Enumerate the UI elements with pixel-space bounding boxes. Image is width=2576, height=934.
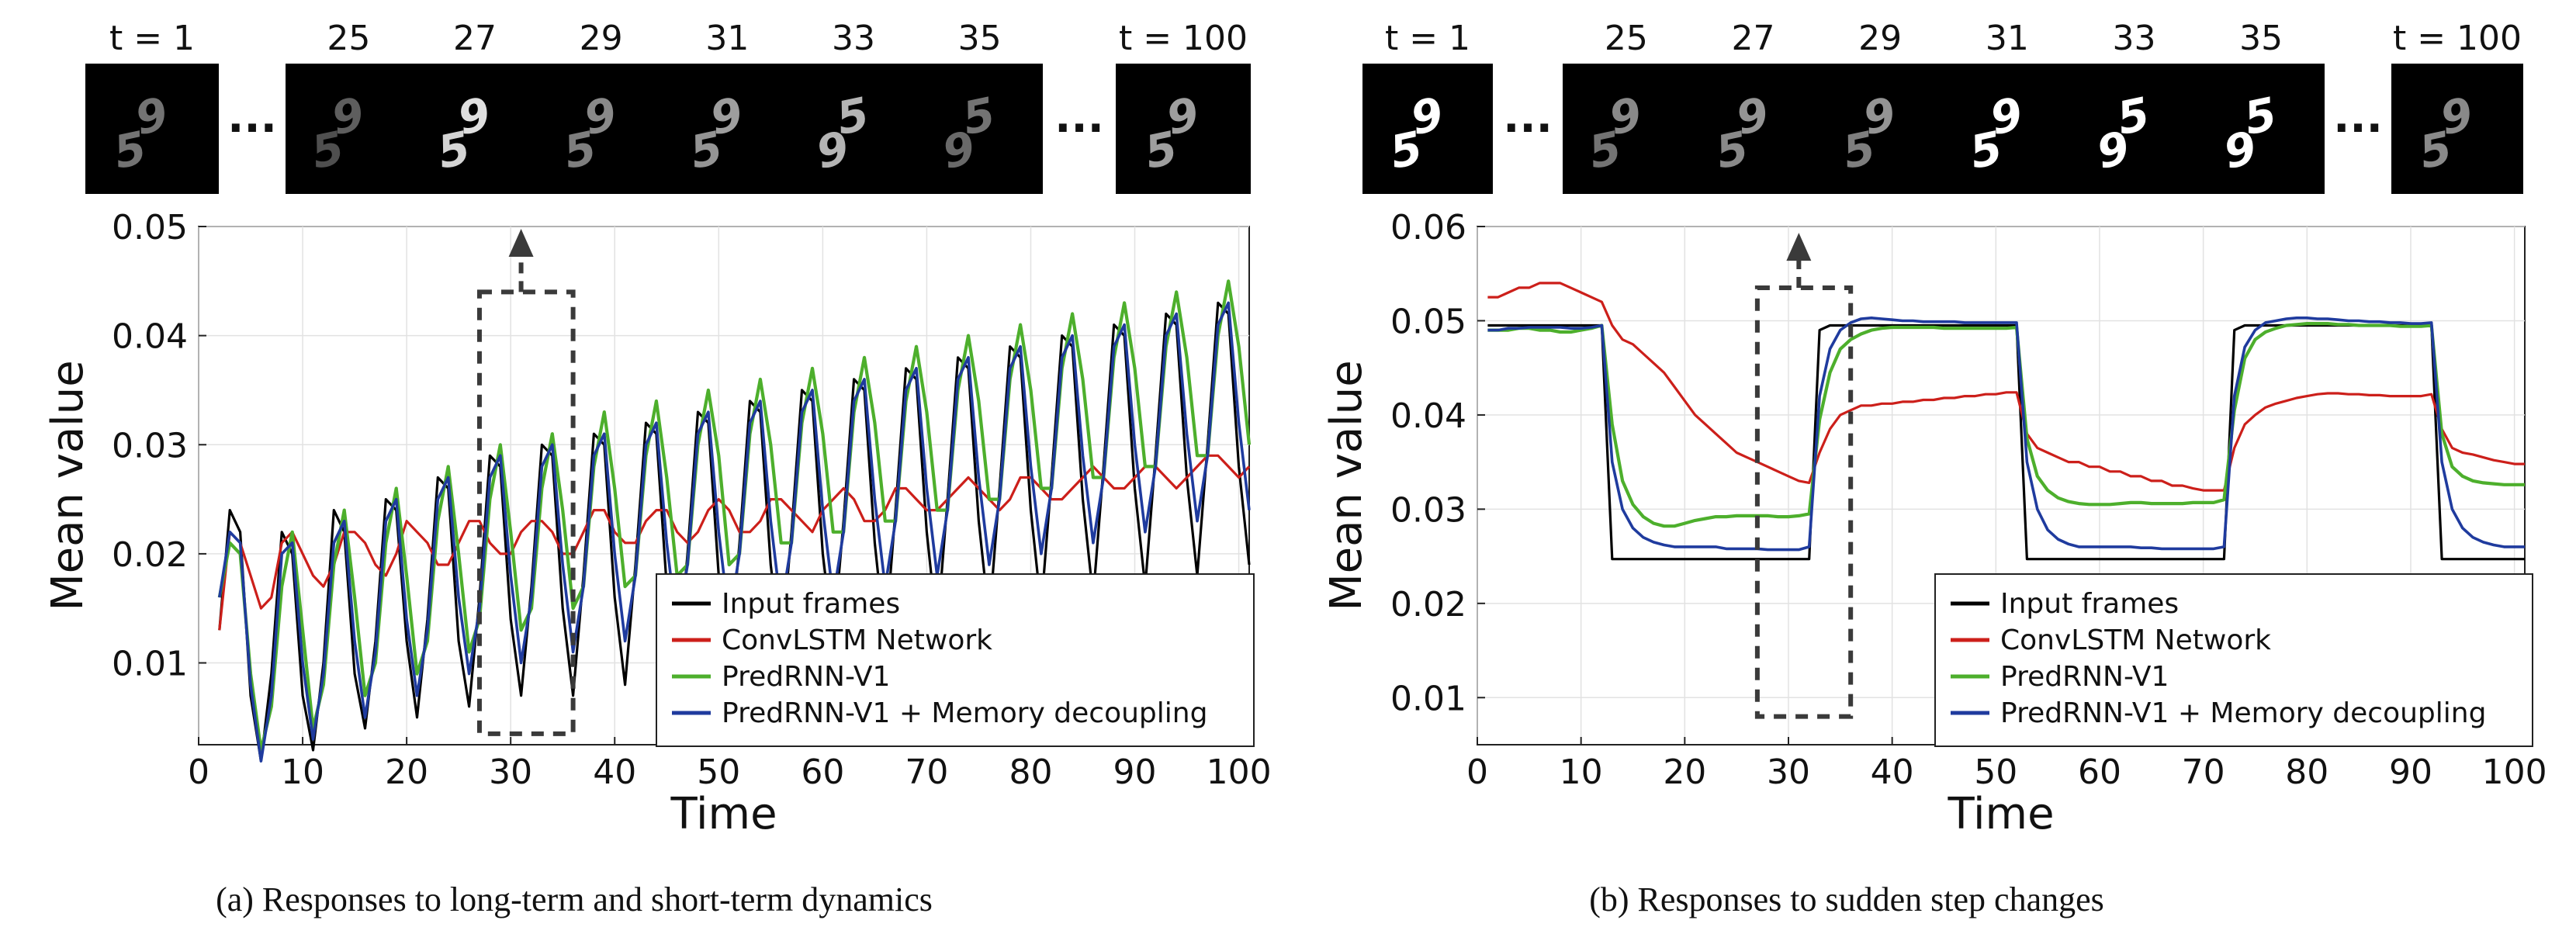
frame-label: 33 — [2113, 19, 2156, 58]
x-tick-label: 40 — [593, 752, 636, 792]
series-line-2 — [1487, 322, 2525, 528]
y-tick-label: 0.05 — [112, 208, 188, 247]
frame-label: 27 — [453, 19, 497, 58]
legend-label: PredRNN-V1 — [2000, 661, 2169, 693]
legend-label: ConvLSTM Network — [722, 624, 992, 656]
legend-label: ConvLSTM Network — [2000, 624, 2271, 656]
ellipsis: ··· — [2333, 103, 2383, 154]
x-tick-label: 20 — [1663, 752, 1706, 792]
frame-label: 25 — [1605, 19, 1648, 58]
series-line-1 — [1487, 282, 2525, 492]
frame-label: 31 — [705, 19, 749, 58]
y-tick-label: 0.01 — [112, 645, 188, 684]
ellipsis: ··· — [1054, 103, 1104, 154]
frame-label: 33 — [832, 19, 875, 58]
caption-a: (a) Responses to long-term and short-ter… — [216, 880, 933, 918]
series-line-2 — [217, 279, 1252, 752]
ellipsis: ··· — [1503, 103, 1553, 154]
frame-label: 35 — [2239, 19, 2283, 58]
x-axis-label: Time — [1947, 789, 2054, 839]
frame-label: 29 — [580, 19, 623, 58]
y-axis-label: Mean value — [1321, 360, 1372, 611]
frame-t1 — [1362, 64, 1493, 194]
ellipsis: ··· — [227, 103, 277, 154]
x-tick-label: 100 — [1207, 752, 1272, 792]
x-tick-label: 10 — [1560, 752, 1603, 792]
frame-label-first: t = 1 — [109, 19, 195, 58]
y-tick-label: 0.05 — [1390, 302, 1466, 341]
x-tick-label: 0 — [188, 752, 209, 792]
y-tick-label: 0.02 — [112, 535, 188, 575]
annotation-arrow-head — [508, 229, 534, 258]
x-tick-label: 50 — [697, 752, 740, 792]
annotation-arrow-head — [1786, 233, 1812, 261]
legend-box — [1934, 573, 2533, 747]
x-tick-label: 30 — [489, 752, 532, 792]
x-tick-label: 60 — [2078, 752, 2121, 792]
legend-box — [656, 573, 1255, 747]
frame-label: 31 — [1986, 19, 2029, 58]
y-tick-label: 0.06 — [1390, 208, 1466, 247]
legend-label: Input frames — [2000, 588, 2179, 620]
x-tick-label: 80 — [2285, 752, 2328, 792]
x-tick-label: 80 — [1009, 752, 1052, 792]
y-tick-label: 0.02 — [1390, 585, 1466, 624]
x-tick-label: 10 — [281, 752, 324, 792]
frame-middle-strip — [1563, 64, 2325, 194]
series-line-3 — [1487, 316, 2525, 552]
y-tick-label: 0.01 — [1390, 679, 1466, 718]
frame-t100 — [2391, 64, 2523, 194]
x-tick-label: 40 — [1871, 752, 1914, 792]
y-tick-label: 0.03 — [112, 426, 188, 465]
legend-label: PredRNN-V1 — [722, 661, 890, 693]
y-tick-label: 0.04 — [112, 317, 188, 357]
frame-label-last: t = 100 — [2393, 19, 2522, 58]
caption-b: (b) Responses to sudden step changes — [1589, 880, 2104, 918]
frame-label: 29 — [1858, 19, 1902, 58]
x-tick-label: 50 — [1974, 752, 2017, 792]
annotation-box — [476, 289, 576, 736]
y-tick-label: 0.03 — [1390, 490, 1466, 530]
x-tick-label: 30 — [1767, 752, 1810, 792]
frame-middle-strip — [286, 64, 1043, 194]
x-tick-label: 20 — [385, 752, 428, 792]
x-tick-label: 90 — [2389, 752, 2432, 792]
legend-label: PredRNN-V1 + Memory decoupling — [2000, 697, 2486, 729]
x-axis-label: Time — [670, 789, 777, 839]
x-tick-label: 70 — [2182, 752, 2225, 792]
x-tick-label: 70 — [905, 752, 948, 792]
frame-label-last: t = 100 — [1119, 19, 1248, 58]
series-line-1 — [218, 454, 1251, 631]
annotation-box — [1754, 285, 1854, 719]
x-tick-label: 100 — [2482, 752, 2547, 792]
legend-label: PredRNN-V1 + Memory decoupling — [722, 697, 1207, 729]
y-axis-label: Mean value — [43, 360, 93, 611]
x-tick-label: 60 — [801, 752, 844, 792]
frame-label: 25 — [327, 19, 370, 58]
frame-t100 — [1116, 64, 1251, 194]
legend-label: Input frames — [722, 588, 900, 620]
frame-label: 27 — [1732, 19, 1775, 58]
frame-label: 35 — [958, 19, 1002, 58]
y-tick-label: 0.04 — [1390, 396, 1466, 436]
frame-label-first: t = 1 — [1385, 19, 1470, 58]
x-tick-label: 0 — [1466, 752, 1488, 792]
frame-t1 — [85, 64, 219, 194]
x-tick-label: 90 — [1113, 752, 1157, 792]
